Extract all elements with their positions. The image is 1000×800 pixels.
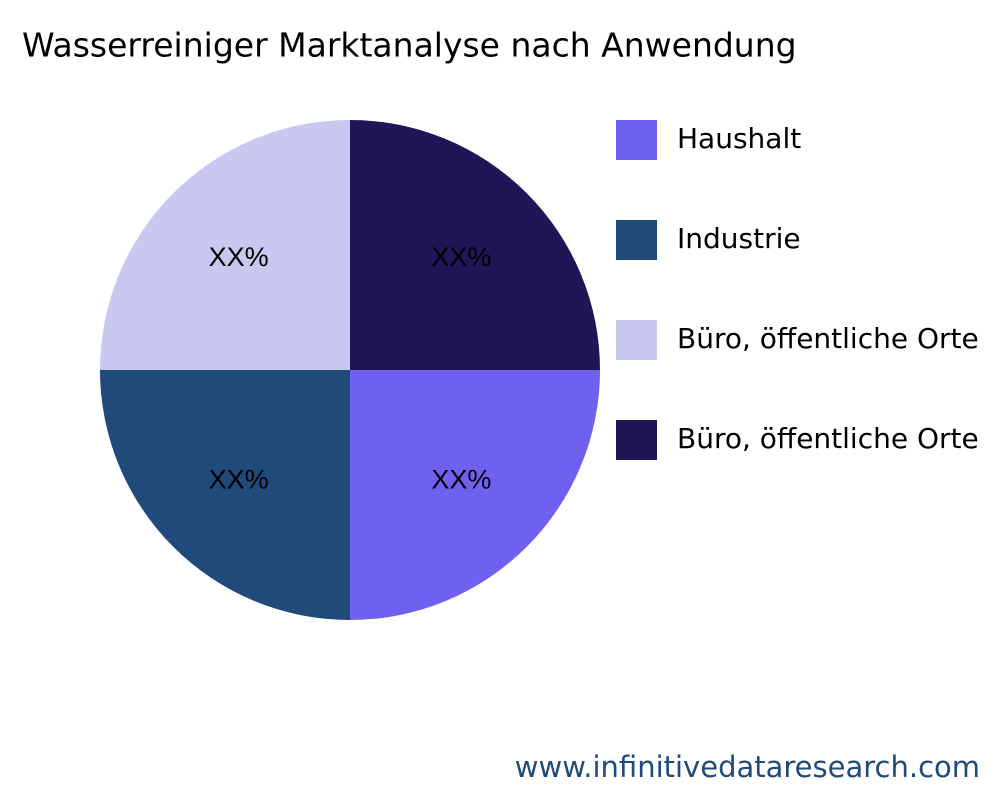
slice-label: XX% (431, 464, 491, 494)
slice-label: XX% (431, 242, 491, 272)
pie-slice (350, 370, 600, 620)
pie-slice (100, 120, 350, 370)
legend-swatch (616, 320, 657, 360)
pie-slice (100, 370, 350, 620)
pie-slice (350, 120, 600, 370)
legend-label: Haushalt (677, 122, 801, 155)
legend-label: Büro, öffentliche Orte (677, 422, 979, 455)
watermark: www.infinitivedataresearch.com (515, 750, 980, 784)
slice-label: XX% (209, 242, 269, 272)
chart-title: Wasserreiniger Marktanalyse nach Anwendu… (22, 26, 797, 65)
legend-swatch (616, 120, 657, 160)
legend-swatch (616, 420, 657, 460)
legend-swatch (616, 220, 657, 260)
legend-label: Büro, öffentliche Orte (677, 322, 979, 355)
legend-label: Industrie (677, 222, 801, 255)
slice-label: XX% (209, 464, 269, 494)
